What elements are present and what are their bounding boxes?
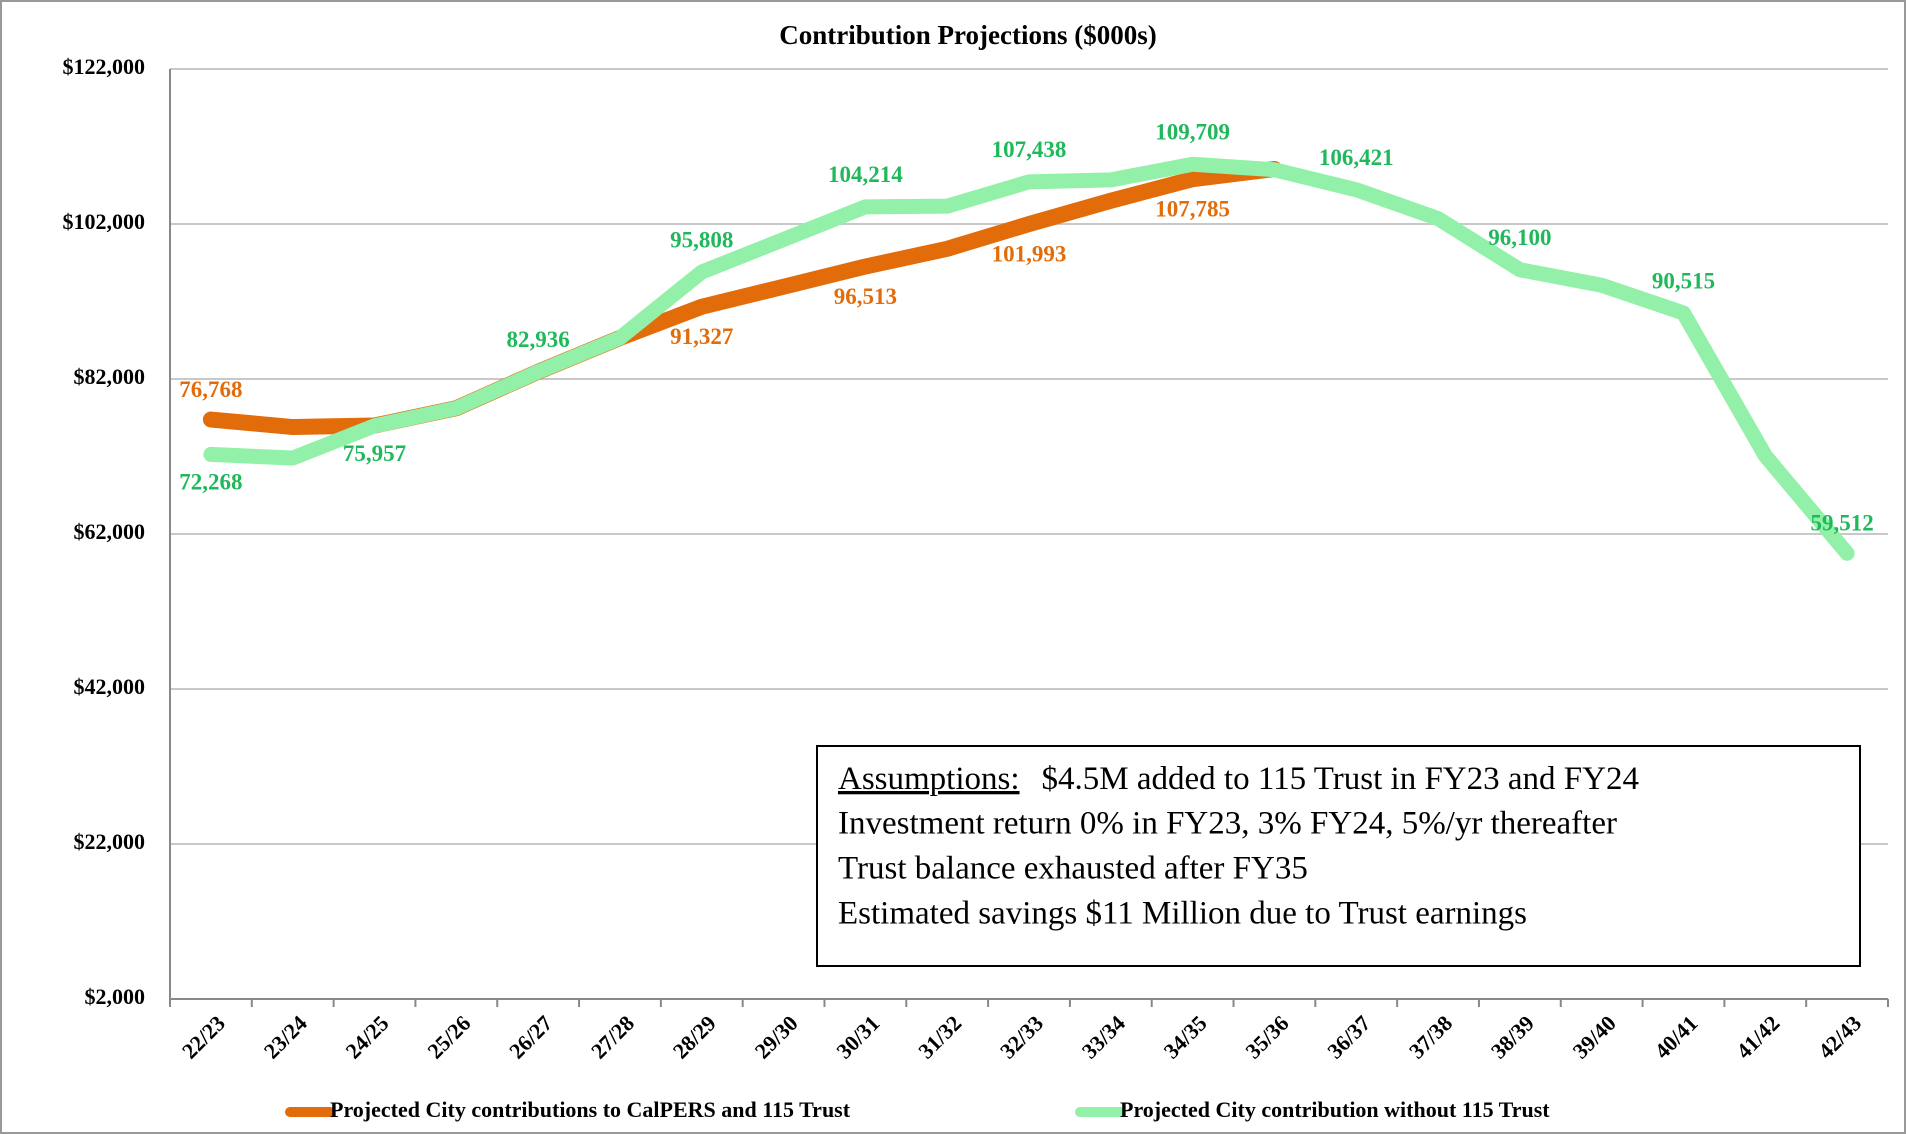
value-label: 75,957 [343, 441, 406, 466]
annotation-line: Investment return 0% in FY23, 3% FY24, 5… [838, 806, 1617, 842]
value-label: 95,808 [670, 227, 733, 252]
legend-label: Projected City contributions to CalPERS … [330, 1097, 851, 1122]
y-tick-label: $82,000 [74, 364, 146, 389]
annotation-box [816, 745, 1861, 967]
value-label: 91,327 [670, 324, 733, 349]
y-tick-label: $122,000 [63, 54, 146, 79]
value-label: 107,438 [992, 137, 1067, 162]
legend-label: Projected City contribution without 115 … [1120, 1097, 1550, 1122]
value-label: 76,768 [179, 377, 242, 402]
value-label: 72,268 [179, 470, 242, 495]
value-label: 96,513 [834, 284, 897, 309]
annotation-line: Estimated savings $11 Million due to Tru… [838, 896, 1527, 932]
y-tick-label: $2,000 [85, 984, 146, 1009]
value-label: 101,993 [992, 241, 1067, 266]
value-label: 104,214 [828, 162, 903, 187]
value-label: 106,421 [1319, 145, 1394, 170]
y-tick-label: $62,000 [74, 519, 146, 544]
value-label: 59,512 [1810, 511, 1873, 536]
value-label: 90,515 [1652, 268, 1715, 293]
y-tick-label: $22,000 [74, 829, 146, 854]
annotation-line: Assumptions: $4.5M added to 115 Trust in … [838, 761, 1639, 797]
value-label: 109,709 [1155, 120, 1230, 145]
chart-title: Contribution Projections ($000s) [779, 20, 1157, 50]
series-line [203, 156, 1855, 561]
annotation-heading: Assumptions: [838, 761, 1020, 797]
y-tick-label: $102,000 [63, 209, 146, 234]
annotation-line: Trust balance exhausted after FY35 [838, 851, 1308, 887]
annotation-text: $4.5M added to 115 Trust in FY23 and FY2… [1042, 761, 1639, 797]
y-tick-label: $42,000 [74, 674, 146, 699]
value-label: 107,785 [1155, 196, 1230, 221]
value-label: 82,936 [507, 327, 570, 352]
value-label: 96,100 [1488, 225, 1551, 250]
